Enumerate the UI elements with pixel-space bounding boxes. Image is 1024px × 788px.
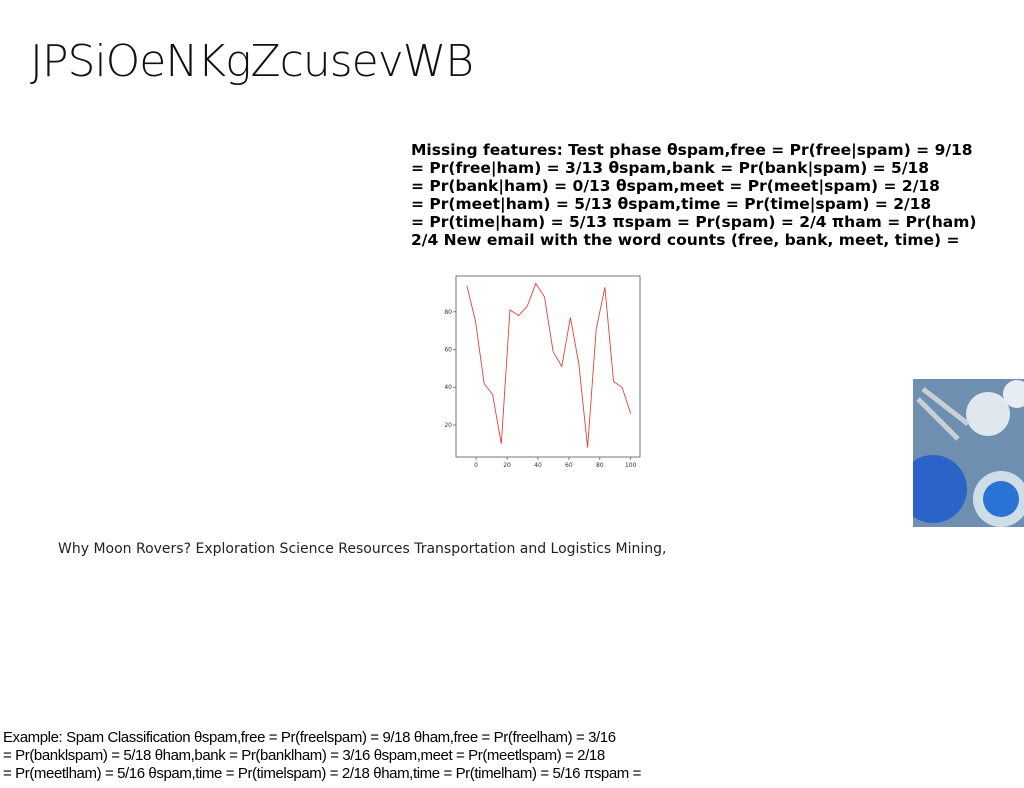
text-line: = Pr(free|ham) = 3/13 θspam,bank = Pr(ba… — [411, 159, 930, 177]
text-line: = Pr(time|ham) = 5/13 πspam = Pr(spam) =… — [411, 213, 977, 231]
spoon — [916, 387, 970, 441]
bowl — [966, 392, 1010, 436]
x-tick-label: 100 — [625, 462, 637, 469]
x-tick-label: 0 — [474, 462, 478, 469]
x-tick-label: 40 — [534, 462, 542, 469]
caption: Why Moon Rovers? Exploration Science Res… — [58, 541, 667, 557]
line — [466, 282, 632, 448]
x-tick-label: 60 — [565, 462, 573, 469]
x-tick-label: 80 — [596, 462, 604, 469]
y-tick-label: 20 — [444, 422, 452, 429]
y-tick-label: 80 — [444, 309, 452, 316]
text-line: Example: Spam Classification θspam,free … — [3, 729, 616, 746]
chart: 0 20 40 60 80 100 20 40 60 80 — [444, 275, 641, 469]
y-tick-label: 60 — [444, 347, 452, 354]
bowl — [913, 455, 967, 523]
title: JPSiOeNKgZcusevWB — [30, 36, 474, 87]
text-line: 2/4 New email with the word counts (free… — [411, 231, 960, 249]
bowl — [983, 481, 1019, 517]
x-tick-label: 20 — [503, 462, 511, 469]
plot-frame — [455, 275, 641, 458]
text-line: = Pr(banklspam) = 5/18 θham,bank = Pr(ba… — [3, 747, 605, 764]
text-line: = Pr(bank|ham) = 0/13 θspam,meet = Pr(me… — [411, 177, 940, 195]
jar — [1003, 380, 1024, 408]
missing-features: Missing features: Test phase θspam,free … — [411, 141, 976, 249]
example: Example: Spam Classification θspam,free … — [3, 729, 641, 783]
text-line: Missing features: Test phase θspam,free … — [411, 141, 973, 159]
text-line: = Pr(meet|ham) = 5/13 θspam,time = Pr(ti… — [411, 195, 932, 213]
photo — [913, 379, 1024, 527]
text-line: = Pr(meetlham) = 5/16 θspam,time = Pr(ti… — [3, 765, 642, 782]
y-tick-label: 40 — [444, 384, 452, 391]
